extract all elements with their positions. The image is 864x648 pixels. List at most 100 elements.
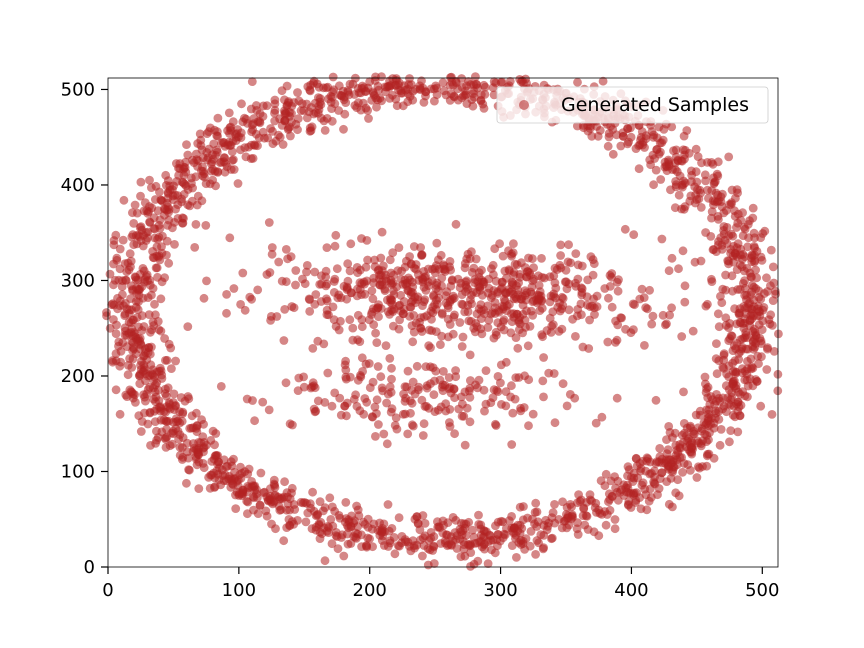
data-point <box>674 264 683 274</box>
data-point <box>544 368 554 378</box>
data-point <box>249 119 258 129</box>
data-point <box>287 109 296 118</box>
data-point <box>712 369 722 379</box>
data-point <box>671 152 681 162</box>
data-point <box>157 242 166 252</box>
data-point <box>726 248 735 258</box>
data-point <box>311 290 321 299</box>
data-point <box>449 312 459 322</box>
data-point <box>161 384 170 394</box>
data-point <box>126 318 136 327</box>
data-point <box>725 437 734 447</box>
data-point <box>716 425 726 434</box>
data-point <box>391 413 401 423</box>
data-point <box>460 551 470 561</box>
data-point <box>451 366 460 375</box>
data-point <box>576 299 586 309</box>
data-point <box>590 310 599 319</box>
data-point <box>113 304 122 314</box>
data-point <box>151 195 160 204</box>
data-point <box>316 517 326 527</box>
data-point <box>485 531 495 541</box>
data-point <box>268 126 277 136</box>
data-point <box>713 212 723 221</box>
data-point <box>564 240 573 250</box>
data-point <box>512 309 522 319</box>
data-point <box>289 98 299 107</box>
data-point <box>385 255 395 265</box>
data-point <box>279 536 289 546</box>
data-point <box>458 332 468 342</box>
data-point <box>690 257 700 267</box>
data-point <box>161 443 171 452</box>
data-point <box>558 294 568 303</box>
data-point <box>749 344 758 354</box>
data-point <box>194 484 204 493</box>
data-point <box>524 375 534 385</box>
data-point <box>125 249 135 259</box>
data-point <box>727 392 737 402</box>
data-point <box>598 76 608 86</box>
data-point <box>262 270 272 279</box>
data-point <box>530 519 539 529</box>
data-point <box>478 532 488 542</box>
data-point <box>334 325 344 335</box>
data-point <box>156 326 166 336</box>
data-point <box>136 177 146 187</box>
data-point <box>345 315 355 325</box>
data-point <box>335 393 345 403</box>
data-point <box>445 422 455 431</box>
data-point <box>175 164 185 174</box>
data-point <box>491 78 501 88</box>
data-point <box>466 376 475 385</box>
data-point <box>427 276 437 286</box>
data-point <box>496 378 505 388</box>
data-point <box>116 346 126 356</box>
data-point <box>253 285 263 295</box>
data-point <box>115 409 125 419</box>
data-point <box>718 362 728 372</box>
data-point <box>719 222 729 231</box>
data-point <box>620 224 630 234</box>
data-point <box>334 106 343 115</box>
data-point <box>525 268 534 278</box>
data-point <box>372 395 382 405</box>
data-point <box>504 265 514 275</box>
data-point <box>451 219 461 229</box>
data-point <box>623 462 633 472</box>
data-point <box>333 293 343 303</box>
data-point <box>571 332 580 341</box>
data-point <box>198 166 208 176</box>
data-point <box>434 265 444 274</box>
data-point <box>351 528 360 538</box>
data-point <box>222 308 231 318</box>
data-point <box>490 548 500 558</box>
data-point <box>207 457 217 466</box>
data-point <box>371 432 380 441</box>
data-point <box>356 105 366 115</box>
data-point <box>613 320 623 330</box>
data-point <box>664 422 674 431</box>
data-point <box>446 73 455 82</box>
data-point <box>262 101 272 111</box>
data-point <box>373 362 383 371</box>
data-point <box>596 476 606 486</box>
data-point <box>127 363 137 372</box>
data-point <box>330 241 340 251</box>
data-point <box>170 218 179 227</box>
data-point <box>322 279 332 289</box>
data-point <box>464 517 474 527</box>
data-point <box>733 218 743 228</box>
data-point <box>140 408 149 418</box>
data-point <box>192 421 202 430</box>
data-point <box>562 284 572 294</box>
data-point <box>424 403 434 413</box>
legend-marker <box>519 100 529 110</box>
data-point <box>291 280 300 290</box>
data-point <box>222 462 231 471</box>
data-point <box>563 513 573 523</box>
data-point <box>657 468 667 477</box>
data-point <box>340 401 350 411</box>
data-point <box>167 364 176 373</box>
data-point <box>385 538 395 548</box>
